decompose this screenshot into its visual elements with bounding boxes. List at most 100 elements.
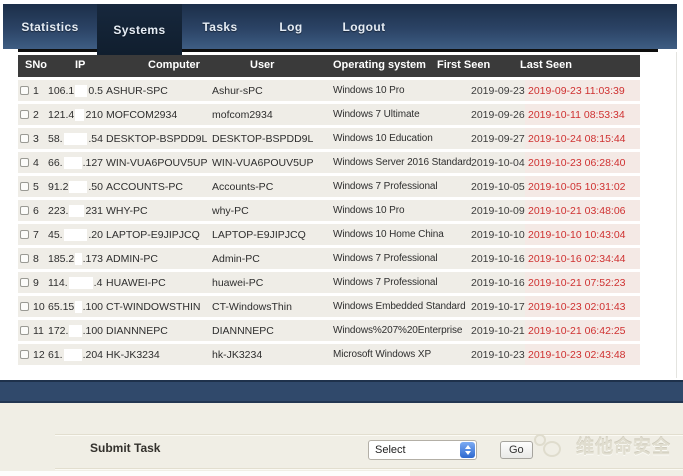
tab-logout[interactable]: Logout: [342, 19, 386, 34]
row-sno: 5: [33, 180, 39, 193]
row-user: LAPTOP-E9JIPJCQ: [212, 228, 306, 241]
row-ip: 185.2 .173: [45, 252, 103, 265]
row-checkbox[interactable]: [20, 230, 29, 239]
row-checkbox[interactable]: [20, 110, 29, 119]
row-computer: DESKTOP-BSPDD9L: [106, 132, 208, 145]
table-row: 9 114. .4 HUAWEI-PC huawei-PC Windows 7 Profe…: [18, 272, 640, 293]
row-user: hk-JK3234: [212, 348, 263, 361]
tab-tasks[interactable]: Tasks: [202, 19, 238, 34]
ip-end: .4: [93, 276, 103, 289]
row-first-seen: 2019-10-10: [471, 228, 525, 241]
row-computer: HK-JK3234: [106, 348, 160, 361]
row-computer: WIN-VUA6POUV5UP: [106, 156, 208, 169]
row-first-seen: 2019-10-21: [471, 324, 525, 337]
watermark-text: 维他命安全: [576, 437, 671, 457]
column-header-first-seen: First Seen: [437, 59, 491, 71]
row-os: Windows 7 Professional: [333, 181, 438, 192]
row-os: Windows 7 Ultimate: [333, 109, 420, 120]
tab-log[interactable]: Log: [279, 19, 303, 34]
row-os: Windows 7 Professional: [333, 277, 438, 288]
row-user: DESKTOP-BSPDD9L: [212, 132, 314, 145]
row-last-seen: 2019-10-10 10:43:04: [525, 224, 640, 245]
row-computer: CT-WINDOWSTHIN: [106, 300, 201, 313]
ip-start: 185.2: [48, 252, 75, 265]
row-checkbox[interactable]: [20, 134, 29, 143]
ip-start: 121.4: [48, 108, 75, 121]
select-stepper-icon: [460, 442, 475, 458]
top-navigation: Statistics Systems Tasks Log Logout: [3, 4, 677, 55]
ip-redaction-box: [75, 108, 85, 121]
ip-end: 231: [85, 204, 103, 217]
footer-divider-bar: [0, 380, 683, 403]
row-ip: 66. .127: [45, 156, 103, 169]
row-os: Windows 10 Home China: [333, 229, 444, 240]
row-ip: 61. .204: [45, 348, 103, 361]
row-first-seen: 2019-09-27: [471, 132, 525, 145]
row-last-seen: 2019-10-23 06:28:40: [525, 152, 640, 173]
row-checkbox[interactable]: [20, 86, 29, 95]
tab-statistics[interactable]: Statistics: [21, 19, 79, 34]
ip-redaction-box: [63, 156, 82, 169]
ip-start: 114.: [48, 276, 68, 289]
row-first-seen: 2019-10-05: [471, 180, 525, 193]
row-computer: HUAWEI-PC: [106, 276, 166, 289]
table-header: SNo IP Computer User Operating system First S…: [18, 55, 640, 77]
row-checkbox[interactable]: [20, 326, 29, 335]
row-last-seen: 2019-10-11 08:53:34: [525, 104, 640, 125]
row-ip: 172. .100: [45, 324, 103, 337]
row-checkbox[interactable]: [20, 302, 29, 311]
footer-groove-bottom: [55, 468, 683, 469]
task-select-dropdown[interactable]: Select: [368, 440, 477, 460]
ip-end: .127: [82, 156, 103, 169]
ip-start: 172.: [48, 324, 69, 337]
tab-systems[interactable]: Systems: [97, 4, 182, 55]
ip-redaction-box: [75, 252, 82, 265]
watermark-logo-icon: [534, 433, 568, 459]
row-first-seen: 2019-10-23: [471, 348, 525, 361]
ip-start: 61.: [48, 348, 63, 361]
row-computer: ASHUR-SPC: [106, 84, 168, 97]
row-last-seen: 2019-10-21 06:42:25: [525, 320, 640, 341]
row-computer: MOFCOM2934: [106, 108, 178, 121]
ip-start: 66.: [48, 156, 63, 169]
row-computer: DIANNNEPC: [106, 324, 168, 337]
row-user: Accounts-PC: [212, 180, 274, 193]
row-checkbox[interactable]: [20, 182, 29, 191]
row-first-seen: 2019-10-09: [471, 204, 525, 217]
chevron-up-icon: [464, 445, 471, 449]
footer-bottom-strip: [0, 471, 410, 476]
column-header-ip: IP: [75, 59, 86, 71]
row-checkbox[interactable]: [20, 278, 29, 287]
table-row: 10 65.15 .100 CT-WINDOWSTHIN CT-WindowsThin W…: [18, 296, 640, 317]
table-row: 5 91.2 .50 ACCOUNTS-PC Accounts-PC Windows 7 …: [18, 176, 640, 197]
row-user: huawei-PC: [212, 276, 264, 289]
ip-end: .54: [88, 132, 103, 145]
row-first-seen: 2019-10-16: [471, 276, 525, 289]
ip-redaction-box: [75, 300, 82, 313]
table-row: 12 61. .204 HK-JK3234 hk-JK3234 Microsoft Win…: [18, 344, 640, 365]
footer-groove-top: [55, 434, 683, 435]
row-user: mofcom2934: [212, 108, 273, 121]
ip-start: 91.2: [48, 180, 69, 193]
row-ip: 114. .4: [45, 276, 103, 289]
row-ip: 121.4 210: [45, 108, 103, 121]
table-row: 2 121.4 210 MOFCOM2934 mofcom2934 Windows 7 U…: [18, 104, 640, 125]
row-sno: 7: [33, 228, 39, 241]
ip-redaction-box: [68, 276, 93, 289]
ip-end: .204: [82, 348, 103, 361]
row-checkbox[interactable]: [20, 254, 29, 263]
row-ip: 91.2 .50: [45, 180, 103, 193]
ip-redaction-box: [69, 204, 85, 217]
go-button[interactable]: Go: [500, 441, 533, 459]
row-os: Windows%207%20Enterprise: [333, 325, 463, 336]
row-last-seen: 2019-10-05 10:31:02: [525, 176, 640, 197]
row-user: DIANNNEPC: [212, 324, 274, 337]
column-header-sno: SNo: [25, 59, 47, 71]
row-checkbox[interactable]: [20, 158, 29, 167]
row-checkbox[interactable]: [20, 206, 29, 215]
row-first-seen: 2019-10-16: [471, 252, 525, 265]
row-checkbox[interactable]: [20, 350, 29, 359]
ip-end: 210: [85, 108, 103, 121]
ip-end: .100: [82, 324, 103, 337]
row-last-seen: 2019-09-23 11:03:39: [525, 80, 640, 101]
